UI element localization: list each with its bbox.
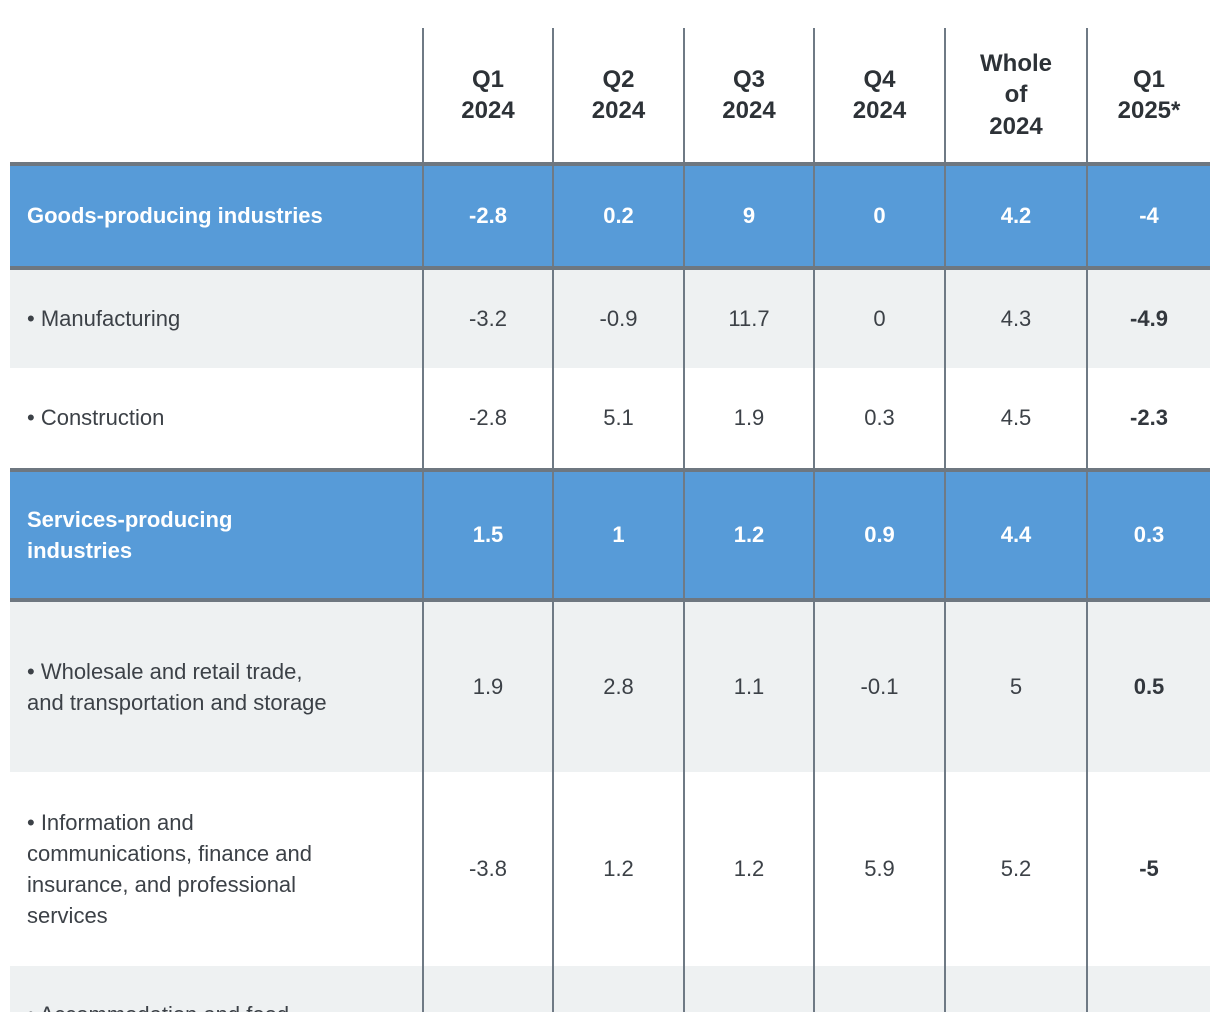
column-header-q1-2025: Q1 2025* [1086,28,1210,164]
value-cell: 0.2 [552,162,684,270]
item-label: • Manufacturing [27,306,181,332]
value-cell: -0.5 [552,966,684,1012]
value-cell: 2.8 [552,600,684,772]
value-cell: 0.3 [813,368,945,470]
value-cell: 0.3 [813,966,945,1012]
value-cell: 0 [813,268,945,368]
column-header-q1-2024: Q1 2024 [422,28,553,164]
value-cell: 1.2 [552,772,684,966]
column-header-q2-2024: Q2 2024 [552,28,684,164]
section-label: Goods-producing industries [27,203,323,229]
value-cell: -3.2 [422,268,553,368]
row-wholesale-retail-transport: • Wholesale and retail trade, and transp… [10,600,1210,772]
value-cell: 5.2 [944,772,1087,966]
value-cell: 1.5 [422,468,553,602]
header-row: Q1 2024 Q2 2024 Q3 2024 Q4 2024 Whole of… [10,28,1210,164]
value-cell: -0.9 [552,268,684,368]
row-manufacturing: • Manufacturing -3.2 -0.9 11.7 0 4.3 -4.… [10,268,1210,368]
value-cell: 1.4 [1086,966,1210,1012]
value-cell: 1.1 [683,600,814,772]
value-cell: -2.3 [1086,368,1210,470]
value-cell: 4.4 [944,468,1087,602]
value-cell: 1 [552,468,684,602]
value-cell: 4.5 [944,368,1087,470]
value-cell: 2.1 [944,966,1087,1012]
column-header-whole-of-2024: Whole of 2024 [944,28,1087,164]
value-cell: 1.4 [422,966,553,1012]
industry-growth-table: Q1 2024 Q2 2024 Q3 2024 Q4 2024 Whole of… [10,28,1210,1012]
value-cell: -5 [1086,772,1210,966]
value-cell: 1.2 [683,966,814,1012]
item-label: • Information and communications, financ… [27,809,312,929]
row-label-cell: • Information and communications, financ… [10,772,423,966]
section-label: Services-producing industries [27,506,233,563]
value-cell: -4 [1086,162,1210,270]
value-cell: -3.8 [422,772,553,966]
value-cell: 4.2 [944,162,1087,270]
row-information-finance-professional: • Information and communications, financ… [10,772,1210,966]
value-cell: 1.2 [683,772,814,966]
row-label-cell: • Accommodation and food services, real … [10,966,423,1012]
value-cell: 0 [813,162,945,270]
item-label: • Construction [27,405,165,431]
value-cell: 1.2 [683,468,814,602]
value-cell: 5.1 [552,368,684,470]
value-cell: 1.9 [683,368,814,470]
row-label-cell: Goods-producing industries [10,162,423,270]
item-label: • Accommodation and food services, real … [27,999,327,1012]
value-cell: 0.5 [1086,600,1210,772]
row-construction: • Construction -2.8 5.1 1.9 0.3 4.5 -2.3 [10,368,1210,470]
row-label-cell: • Construction [10,368,423,470]
column-header-q3-2024: Q3 2024 [683,28,814,164]
column-header-q4-2024: Q4 2024 [813,28,945,164]
value-cell: 5 [944,600,1087,772]
value-cell: 0.9 [813,468,945,602]
row-label-cell: Services-producing industries [10,468,423,602]
item-label: • Wholesale and retail trade, and transp… [27,658,327,715]
value-cell: -0.1 [813,600,945,772]
value-cell: 4.3 [944,268,1087,368]
value-cell: -2.8 [422,162,553,270]
row-goods-producing-industries: Goods-producing industries -2.8 0.2 9 0 … [10,162,1210,270]
corner-cell [10,28,423,164]
row-services-producing-industries: Services-producing industries 1.5 1 1.2 … [10,468,1210,602]
row-label-cell: • Wholesale and retail trade, and transp… [10,600,423,772]
value-cell: 1.9 [422,600,553,772]
row-label-cell: • Manufacturing [10,268,423,368]
value-cell: 11.7 [683,268,814,368]
value-cell: 9 [683,162,814,270]
value-cell: -2.8 [422,368,553,470]
value-cell: -4.9 [1086,268,1210,368]
row-accommodation-other-services: • Accommodation and food services, real … [10,966,1210,1012]
value-cell: 5.9 [813,772,945,966]
value-cell: 0.3 [1086,468,1210,602]
